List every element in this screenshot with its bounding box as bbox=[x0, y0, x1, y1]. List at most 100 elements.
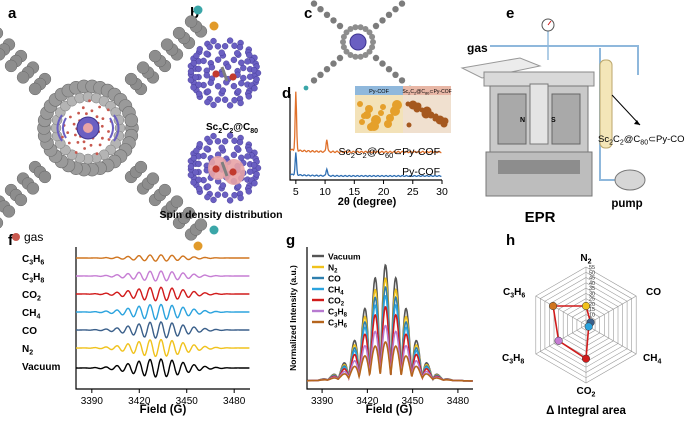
small-atom bbox=[362, 26, 369, 32]
f-spectrum-vacuum bbox=[76, 358, 250, 378]
cage-atom bbox=[246, 168, 254, 175]
cage-atom bbox=[214, 138, 222, 145]
g-tick-label: 3450 bbox=[402, 396, 425, 407]
g-ticks: 3390 3420 3450 3480 bbox=[311, 389, 469, 407]
cage-atom bbox=[187, 163, 195, 170]
small-atom bbox=[317, 71, 324, 79]
pxrd-tick-label: 15 bbox=[348, 186, 360, 198]
f-legend-ch4: CH4 bbox=[22, 308, 40, 321]
panel-f-epr-stacked-chart: 3390 3420 3450 3480 Field (G) C3H6 C3H8 CO2… bbox=[22, 247, 250, 416]
framework-atoms bbox=[0, 5, 219, 251]
small-atom bbox=[392, 71, 399, 79]
radar-axis-co2: CO2 bbox=[577, 386, 596, 399]
magnet-right bbox=[551, 93, 581, 145]
cage-atom bbox=[250, 66, 258, 74]
g-legend-label: N2 bbox=[328, 263, 338, 275]
powder-grain bbox=[422, 106, 432, 116]
embedded-fullerene bbox=[56, 114, 120, 142]
f-legend-c3h8: C3H8 bbox=[22, 272, 44, 285]
cage-atom bbox=[226, 102, 234, 109]
f-legend-c3h6: C3H6 bbox=[22, 254, 44, 267]
gas-legend-dot bbox=[12, 233, 20, 241]
framework-atom bbox=[124, 113, 139, 128]
cage-atom bbox=[196, 46, 204, 53]
sample-label: Sc2C2@C80⊂Py-COF bbox=[598, 134, 685, 147]
cage-atom bbox=[226, 37, 234, 44]
radar-ring-label: 35 bbox=[589, 286, 595, 292]
cage-atom bbox=[190, 179, 197, 186]
gas-dot bbox=[107, 130, 110, 133]
cage-atom bbox=[253, 76, 260, 83]
cage-atom bbox=[203, 50, 210, 57]
cage-atom bbox=[195, 81, 202, 88]
powder-grain bbox=[357, 101, 363, 107]
cage-atom bbox=[226, 132, 234, 139]
f-tick-label: 3480 bbox=[223, 396, 246, 407]
pxrd-tick-label: 20 bbox=[378, 186, 390, 198]
cage-atom bbox=[195, 185, 203, 193]
cage-atom bbox=[192, 74, 199, 81]
cage-atom bbox=[233, 50, 241, 57]
panel-d-pxrd-chart: Py-COF Sc2C2@C80⊂Py-COF 5 10 15 20 25 30 Sc2C… bbox=[289, 86, 452, 208]
gas-dot bbox=[81, 106, 85, 110]
powder-grain bbox=[441, 117, 449, 125]
powder-grain bbox=[380, 104, 386, 110]
gas-valves bbox=[520, 30, 566, 60]
panel-e-epr-setup: gas N S Sc2C2@C80⊂Py-COF pump EPR bbox=[460, 18, 685, 226]
gas-dot bbox=[98, 105, 101, 109]
gas-dot bbox=[106, 108, 110, 112]
powder-grain bbox=[406, 122, 412, 128]
g-tick-label: 3390 bbox=[311, 396, 334, 407]
radar-ring-label: 20 bbox=[589, 302, 595, 308]
metal-atom bbox=[212, 70, 220, 78]
cage-atom bbox=[224, 63, 232, 71]
g-xlabel: Field (G) bbox=[366, 404, 413, 416]
cage-atom bbox=[251, 179, 258, 187]
cage-atom bbox=[226, 197, 234, 204]
pxrd-ticks: 5 10 15 20 25 30 bbox=[293, 180, 448, 198]
radar-axis-ch4: CH4 bbox=[643, 353, 661, 366]
framework-atom bbox=[184, 15, 198, 28]
gas-dot bbox=[83, 147, 86, 150]
spin-core bbox=[83, 123, 93, 133]
framework-atom bbox=[0, 48, 6, 61]
radar-ring-label: 50 bbox=[589, 270, 595, 276]
framework-atom bbox=[28, 82, 42, 96]
cage-atom bbox=[219, 182, 227, 189]
powder-grain bbox=[433, 113, 439, 119]
small-atom bbox=[343, 48, 350, 55]
framework-atom bbox=[2, 205, 16, 218]
radar-axis-n2: N2 bbox=[580, 253, 591, 266]
small-atom bbox=[317, 6, 324, 13]
small-atom bbox=[340, 44, 347, 51]
cage-atom bbox=[195, 90, 203, 98]
small-atom bbox=[352, 24, 359, 31]
f-legend-vacuum: Vacuum bbox=[22, 362, 60, 373]
gas-line-top bbox=[490, 45, 639, 75]
radar-ring-label: 25 bbox=[589, 297, 595, 303]
f-legend-n2: N2 bbox=[22, 344, 33, 357]
cage-atom bbox=[204, 193, 211, 201]
cage-atom bbox=[237, 99, 244, 107]
f-spectrum-ch4 bbox=[76, 303, 250, 321]
small-atom bbox=[366, 48, 373, 55]
g-spectrum-c3h6 bbox=[307, 341, 473, 382]
panel-h-radar-chart: 1510152025303540455055 N2 CO CH4 CO2 C3H… bbox=[502, 253, 661, 417]
carbide-bond bbox=[220, 161, 229, 177]
inset-header-right bbox=[403, 86, 451, 95]
sample-arrow-head bbox=[634, 120, 640, 125]
gas-dot bbox=[72, 122, 76, 126]
cage-atom bbox=[230, 56, 238, 64]
cage-atom bbox=[190, 154, 198, 162]
small-atom bbox=[347, 52, 354, 58]
small-atom bbox=[330, 17, 337, 24]
g-axes bbox=[306, 247, 473, 390]
radar-point-ch4 bbox=[584, 322, 593, 331]
cage-atom bbox=[214, 56, 222, 63]
cage-atom bbox=[221, 191, 229, 199]
pole-s: S bbox=[551, 117, 556, 124]
pxrd-xlabel: 2θ (degree) bbox=[338, 196, 397, 208]
radar-ring-label: 55 bbox=[589, 265, 595, 271]
cage-atom bbox=[246, 146, 253, 154]
cage-atom bbox=[245, 93, 253, 100]
